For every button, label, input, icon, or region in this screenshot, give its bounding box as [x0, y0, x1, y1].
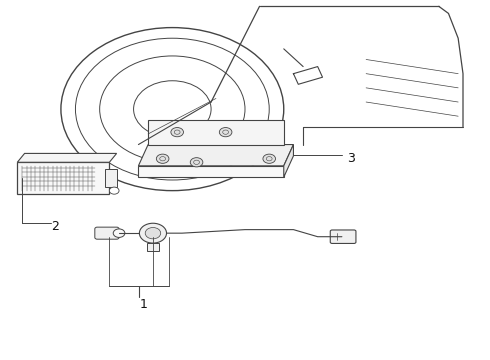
- Circle shape: [190, 158, 203, 167]
- Polygon shape: [17, 162, 109, 194]
- Circle shape: [171, 127, 183, 137]
- Polygon shape: [17, 153, 117, 162]
- FancyBboxPatch shape: [95, 227, 119, 239]
- Circle shape: [145, 228, 161, 239]
- Polygon shape: [284, 145, 294, 177]
- Circle shape: [109, 187, 119, 194]
- Polygon shape: [147, 243, 159, 251]
- Polygon shape: [148, 120, 284, 145]
- Text: 2: 2: [51, 220, 59, 233]
- Text: 3: 3: [347, 152, 355, 165]
- Circle shape: [220, 127, 232, 137]
- FancyBboxPatch shape: [104, 169, 117, 187]
- FancyBboxPatch shape: [330, 230, 356, 243]
- Circle shape: [139, 223, 167, 243]
- Circle shape: [156, 154, 169, 163]
- Text: 1: 1: [140, 298, 148, 311]
- Circle shape: [113, 229, 125, 238]
- Polygon shape: [138, 166, 284, 177]
- Circle shape: [263, 154, 275, 163]
- Polygon shape: [138, 145, 294, 166]
